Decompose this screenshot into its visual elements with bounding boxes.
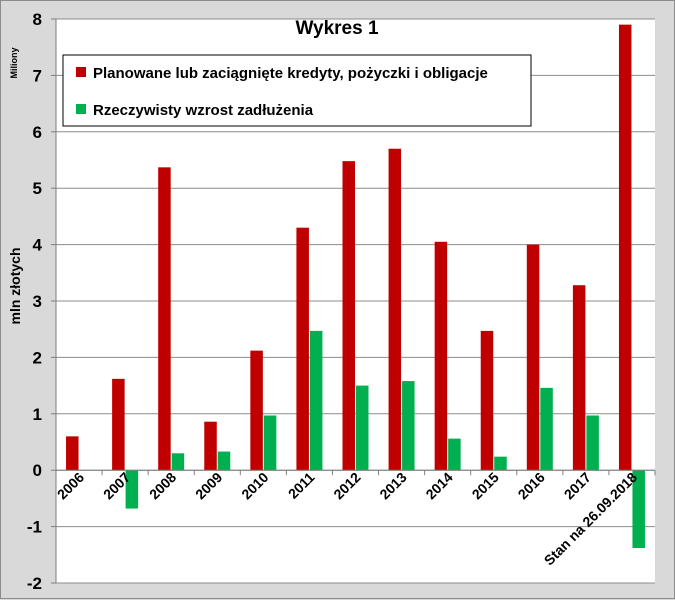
- y-tick-label: 1: [33, 405, 42, 424]
- y-tick-label: 7: [33, 66, 42, 85]
- legend-label-planned: Planowane lub zaciągnięte kredyty, pożyc…: [93, 65, 488, 82]
- legend-label-actual: Rzeczywisty wzrost zadłużenia: [93, 102, 314, 119]
- legend: Planowane lub zaciągnięte kredyty, pożyc…: [62, 54, 532, 127]
- y-tick-label: 8: [33, 10, 42, 29]
- bar-planned-2: [112, 378, 125, 471]
- bar-actual-6: [309, 330, 323, 471]
- y-tick-label: 6: [33, 123, 42, 142]
- bar-planned-13: [618, 24, 632, 471]
- units-label: Miliony: [9, 48, 19, 79]
- bar-planned-5: [250, 350, 263, 471]
- y-tick-label: -2: [27, 574, 42, 593]
- axes: [51, 18, 656, 584]
- bar-actual-9: [448, 438, 461, 471]
- legend-swatch-actual: [76, 104, 86, 114]
- legend-box: [62, 54, 532, 127]
- bar-actual-10: [494, 456, 507, 471]
- bar-planned-9: [434, 241, 448, 471]
- bar-actual-7: [356, 385, 369, 471]
- bar-actual-5: [263, 415, 277, 471]
- bar-planned-6: [296, 227, 309, 471]
- bar-planned-10: [480, 330, 494, 471]
- bar-planned-11: [526, 244, 540, 471]
- bar-actual-8: [402, 381, 415, 471]
- bar-actual-2: [125, 470, 139, 509]
- bar-planned-1: [66, 436, 79, 471]
- bar-actual-12: [586, 415, 599, 471]
- y-tick-label: 3: [33, 292, 42, 311]
- bars: [66, 24, 645, 549]
- bar-planned-12: [572, 285, 586, 471]
- y-tick-label: 2: [33, 348, 42, 367]
- bar-planned-4: [204, 421, 217, 471]
- bar-planned-7: [342, 161, 355, 471]
- bar-planned-8: [388, 148, 402, 471]
- bar-actual-3: [171, 453, 185, 471]
- y-axis-title: mln złotych: [7, 247, 23, 324]
- y-tick-label: 4: [33, 236, 43, 255]
- chart-title: Wykres 1: [295, 18, 379, 39]
- legend-swatch-planned: [76, 67, 86, 77]
- bar-actual-11: [540, 387, 553, 471]
- y-tick-label: 5: [33, 179, 42, 198]
- bar-actual-13: [632, 470, 645, 549]
- bar-planned-3: [158, 167, 171, 471]
- y-tick-label: 0: [33, 461, 42, 480]
- y-tick-label: -1: [27, 518, 42, 537]
- y-tick-labels: -2 -1 0 1 2 3 4 5 6 7 8: [27, 10, 43, 593]
- bar-actual-4: [217, 451, 231, 471]
